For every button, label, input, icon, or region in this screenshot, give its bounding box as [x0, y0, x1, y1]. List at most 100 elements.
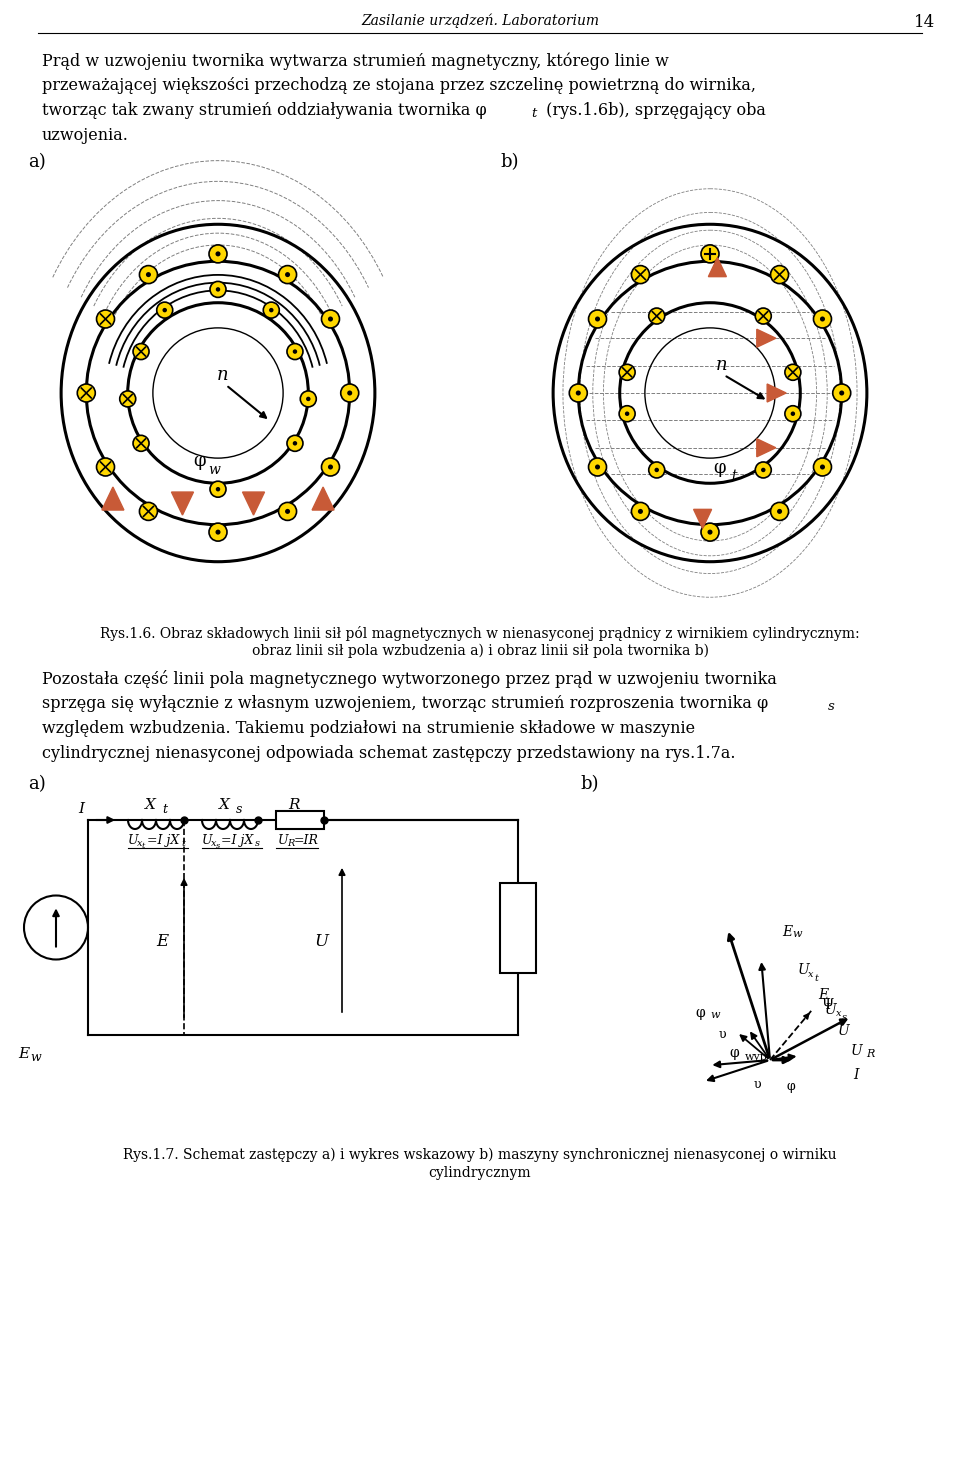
Polygon shape — [172, 492, 194, 516]
Text: w: w — [710, 1011, 720, 1020]
Circle shape — [341, 384, 359, 402]
Circle shape — [146, 273, 151, 277]
Circle shape — [649, 308, 664, 325]
Circle shape — [785, 365, 801, 381]
Circle shape — [569, 384, 588, 402]
Text: t: t — [181, 839, 185, 848]
Text: cylindrycznej nienasyconej odpowiada schemat zastępczy przedstawiony na rys.1.7a: cylindrycznej nienasyconej odpowiada sch… — [42, 745, 735, 762]
Text: =I jX: =I jX — [221, 834, 253, 848]
Text: w: w — [208, 462, 220, 477]
Circle shape — [649, 462, 664, 479]
Circle shape — [813, 458, 831, 476]
Circle shape — [820, 464, 825, 470]
Circle shape — [813, 310, 831, 328]
Text: U: U — [314, 932, 328, 950]
Circle shape — [777, 508, 782, 514]
Text: X: X — [219, 797, 229, 812]
Text: s: s — [828, 700, 835, 713]
Circle shape — [215, 252, 221, 256]
Circle shape — [287, 344, 303, 360]
Circle shape — [761, 468, 765, 473]
Circle shape — [300, 391, 316, 408]
Circle shape — [162, 308, 167, 313]
Text: E: E — [156, 932, 168, 950]
Circle shape — [215, 529, 221, 535]
Text: a): a) — [28, 153, 46, 170]
Circle shape — [97, 310, 114, 328]
Polygon shape — [693, 510, 711, 529]
Polygon shape — [243, 492, 265, 516]
Circle shape — [708, 529, 712, 535]
Text: =I jX: =I jX — [147, 834, 180, 848]
Text: x: x — [808, 969, 813, 978]
Circle shape — [632, 502, 650, 520]
Text: względem wzbudzenia. Takiemu podziałowi na strumienie składowe w maszynie: względem wzbudzenia. Takiemu podziałowi … — [42, 720, 695, 737]
Text: E: E — [782, 925, 792, 940]
Circle shape — [263, 302, 279, 319]
Circle shape — [139, 265, 157, 283]
Circle shape — [156, 302, 173, 319]
Circle shape — [756, 462, 771, 479]
Text: I: I — [853, 1069, 859, 1082]
Text: E: E — [818, 988, 828, 1002]
Circle shape — [210, 282, 226, 298]
Text: cylindrycznym: cylindrycznym — [429, 1166, 531, 1180]
Circle shape — [322, 458, 340, 476]
Text: υ: υ — [754, 1077, 761, 1091]
Circle shape — [701, 523, 719, 541]
Circle shape — [619, 365, 636, 381]
Text: wyp: wyp — [744, 1052, 767, 1063]
Circle shape — [209, 523, 227, 541]
Text: t: t — [814, 974, 818, 983]
Text: Ψ: Ψ — [822, 997, 833, 1012]
Text: U: U — [128, 834, 138, 848]
Circle shape — [139, 502, 157, 520]
Text: t: t — [732, 468, 737, 483]
Text: U: U — [202, 834, 212, 848]
Circle shape — [619, 406, 636, 422]
Circle shape — [285, 508, 290, 514]
Circle shape — [791, 412, 795, 416]
Circle shape — [701, 245, 719, 262]
Circle shape — [293, 350, 298, 354]
Text: n: n — [716, 356, 728, 373]
Circle shape — [97, 458, 114, 476]
Text: t: t — [162, 803, 167, 817]
Circle shape — [771, 502, 788, 520]
Circle shape — [77, 384, 95, 402]
Text: x: x — [137, 839, 142, 848]
Text: =IR: =IR — [294, 834, 319, 848]
Text: φ: φ — [786, 1080, 795, 1094]
Circle shape — [771, 265, 788, 283]
Circle shape — [285, 273, 290, 277]
Text: x: x — [836, 1009, 842, 1018]
Circle shape — [595, 317, 600, 322]
Text: w: w — [792, 929, 802, 940]
Circle shape — [632, 265, 650, 283]
Text: U: U — [851, 1043, 863, 1058]
Circle shape — [839, 390, 844, 396]
Text: U: U — [825, 1003, 837, 1017]
Circle shape — [133, 436, 149, 452]
Text: Zasilanie urządzeń. Laboratorium: Zasilanie urządzeń. Laboratorium — [361, 13, 599, 28]
Text: t: t — [531, 107, 537, 120]
FancyBboxPatch shape — [276, 811, 324, 828]
Circle shape — [576, 390, 581, 396]
Circle shape — [756, 308, 771, 325]
Circle shape — [120, 391, 135, 408]
Circle shape — [287, 436, 303, 452]
Text: Pozostała część linii pola magnetycznego wytworzonego przez prąd w uzwojeniu two: Pozostała część linii pola magnetycznego… — [42, 670, 777, 688]
Text: uzwojenia.: uzwojenia. — [42, 127, 129, 144]
Text: φ: φ — [696, 1006, 706, 1020]
Text: tworząc tak zwany strumień oddziaływania twornika φ: tworząc tak zwany strumień oddziaływania… — [42, 102, 487, 119]
Circle shape — [210, 482, 226, 496]
Circle shape — [348, 390, 352, 396]
Circle shape — [278, 265, 297, 283]
Text: X: X — [145, 797, 156, 812]
Polygon shape — [767, 384, 786, 402]
Text: Z: Z — [505, 932, 516, 947]
Text: φ: φ — [713, 459, 727, 477]
Text: E: E — [18, 1046, 29, 1061]
Text: U: U — [278, 834, 289, 848]
Text: sprzęga się wyłącznie z własnym uzwojeniem, tworząc strumień rozproszenia tworni: sprzęga się wyłącznie z własnym uzwojeni… — [42, 695, 768, 711]
